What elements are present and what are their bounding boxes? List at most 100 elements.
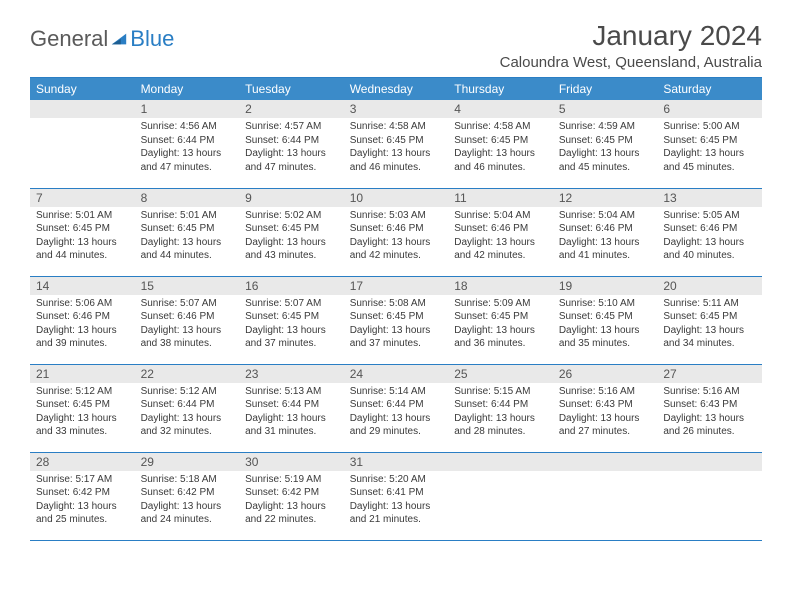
day-details: Sunrise: 5:19 AMSunset: 6:42 PMDaylight:… (239, 471, 344, 531)
sunrise-text: Sunrise: 5:17 AM (36, 473, 129, 487)
day-details: Sunrise: 5:12 AMSunset: 6:44 PMDaylight:… (135, 383, 240, 443)
sunrise-text: Sunrise: 5:01 AM (141, 209, 234, 223)
calendar-cell: 24Sunrise: 5:14 AMSunset: 6:44 PMDayligh… (344, 364, 449, 452)
daylight-text: Daylight: 13 hours (454, 412, 547, 426)
day-number-empty (448, 453, 553, 471)
calendar-week-row: 28Sunrise: 5:17 AMSunset: 6:42 PMDayligh… (30, 452, 762, 540)
daylight-text: and 21 minutes. (350, 513, 443, 527)
sunset-text: Sunset: 6:45 PM (663, 310, 756, 324)
sunrise-text: Sunrise: 5:19 AM (245, 473, 338, 487)
calendar-cell: 4Sunrise: 4:58 AMSunset: 6:45 PMDaylight… (448, 100, 553, 188)
calendar-cell (30, 100, 135, 188)
calendar-cell (448, 452, 553, 540)
weekday-header: Wednesday (344, 78, 449, 101)
sunset-text: Sunset: 6:45 PM (559, 310, 652, 324)
daylight-text: Daylight: 13 hours (663, 324, 756, 338)
calendar-cell: 28Sunrise: 5:17 AMSunset: 6:42 PMDayligh… (30, 452, 135, 540)
day-details: Sunrise: 5:15 AMSunset: 6:44 PMDaylight:… (448, 383, 553, 443)
daylight-text: Daylight: 13 hours (559, 412, 652, 426)
calendar-cell: 31Sunrise: 5:20 AMSunset: 6:41 PMDayligh… (344, 452, 449, 540)
calendar-cell: 14Sunrise: 5:06 AMSunset: 6:46 PMDayligh… (30, 276, 135, 364)
calendar-week-row: 14Sunrise: 5:06 AMSunset: 6:46 PMDayligh… (30, 276, 762, 364)
calendar-cell: 17Sunrise: 5:08 AMSunset: 6:45 PMDayligh… (344, 276, 449, 364)
day-number: 29 (135, 453, 240, 471)
sunrise-text: Sunrise: 4:57 AM (245, 120, 338, 134)
sunset-text: Sunset: 6:45 PM (141, 222, 234, 236)
calendar-cell: 1Sunrise: 4:56 AMSunset: 6:44 PMDaylight… (135, 100, 240, 188)
weekday-header: Saturday (657, 78, 762, 101)
sunset-text: Sunset: 6:45 PM (36, 398, 129, 412)
sunrise-text: Sunrise: 5:12 AM (36, 385, 129, 399)
day-details: Sunrise: 5:09 AMSunset: 6:45 PMDaylight:… (448, 295, 553, 355)
calendar-cell: 6Sunrise: 5:00 AMSunset: 6:45 PMDaylight… (657, 100, 762, 188)
sunset-text: Sunset: 6:46 PM (559, 222, 652, 236)
sunset-text: Sunset: 6:42 PM (141, 486, 234, 500)
daylight-text: Daylight: 13 hours (141, 324, 234, 338)
calendar-cell: 26Sunrise: 5:16 AMSunset: 6:43 PMDayligh… (553, 364, 658, 452)
daylight-text: Daylight: 13 hours (454, 324, 547, 338)
daylight-text: Daylight: 13 hours (663, 236, 756, 250)
daylight-text: Daylight: 13 hours (663, 147, 756, 161)
daylight-text: Daylight: 13 hours (245, 500, 338, 514)
daylight-text: and 45 minutes. (559, 161, 652, 175)
day-number: 5 (553, 100, 658, 118)
day-details: Sunrise: 5:20 AMSunset: 6:41 PMDaylight:… (344, 471, 449, 531)
calendar-cell: 3Sunrise: 4:58 AMSunset: 6:45 PMDaylight… (344, 100, 449, 188)
sunset-text: Sunset: 6:43 PM (663, 398, 756, 412)
day-number: 21 (30, 365, 135, 383)
day-details: Sunrise: 5:01 AMSunset: 6:45 PMDaylight:… (30, 207, 135, 267)
sunrise-text: Sunrise: 5:14 AM (350, 385, 443, 399)
daylight-text: Daylight: 13 hours (454, 236, 547, 250)
day-details: Sunrise: 5:16 AMSunset: 6:43 PMDaylight:… (657, 383, 762, 443)
daylight-text: Daylight: 13 hours (559, 236, 652, 250)
sunset-text: Sunset: 6:41 PM (350, 486, 443, 500)
daylight-text: and 29 minutes. (350, 425, 443, 439)
daylight-text: and 46 minutes. (350, 161, 443, 175)
calendar-week-row: 7Sunrise: 5:01 AMSunset: 6:45 PMDaylight… (30, 188, 762, 276)
location-text: Caloundra West, Queensland, Australia (500, 54, 762, 71)
day-number: 10 (344, 189, 449, 207)
daylight-text: Daylight: 13 hours (36, 324, 129, 338)
day-number: 14 (30, 277, 135, 295)
sunset-text: Sunset: 6:42 PM (36, 486, 129, 500)
daylight-text: and 43 minutes. (245, 249, 338, 263)
sunrise-text: Sunrise: 4:58 AM (454, 120, 547, 134)
daylight-text: Daylight: 13 hours (663, 412, 756, 426)
sunrise-text: Sunrise: 5:07 AM (245, 297, 338, 311)
title-block: January 2024 Caloundra West, Queensland,… (500, 20, 762, 71)
day-number: 16 (239, 277, 344, 295)
calendar-week-row: 21 Sunrise: 5:12 AMSunset: 6:45 PM Dayligh… (30, 364, 762, 452)
calendar-cell: 16Sunrise: 5:07 AMSunset: 6:45 PMDayligh… (239, 276, 344, 364)
daylight-text: Daylight: 13 hours (350, 236, 443, 250)
sunset-text: Sunset: 6:46 PM (350, 222, 443, 236)
day-details: Sunrise: 5:03 AMSunset: 6:46 PMDaylight:… (344, 207, 449, 267)
daylight-text: and 28 minutes. (454, 425, 547, 439)
day-details: Sunrise: 4:56 AMSunset: 6:44 PMDaylight:… (135, 118, 240, 178)
daylight-text: and 42 minutes. (350, 249, 443, 263)
daylight-text: and 38 minutes. (141, 337, 234, 351)
calendar-cell: 20Sunrise: 5:11 AMSunset: 6:45 PMDayligh… (657, 276, 762, 364)
logo-text-general: General (30, 26, 108, 52)
sunrise-text: Sunrise: 5:01 AM (36, 209, 129, 223)
daylight-text: and 47 minutes. (141, 161, 234, 175)
sunrise-text: Sunrise: 5:09 AM (454, 297, 547, 311)
day-details: Sunrise: 4:59 AMSunset: 6:45 PMDaylight:… (553, 118, 658, 178)
calendar-cell: 18Sunrise: 5:09 AMSunset: 6:45 PMDayligh… (448, 276, 553, 364)
daylight-text: and 44 minutes. (141, 249, 234, 263)
daylight-text: Daylight: 13 hours (141, 412, 234, 426)
day-number-empty (30, 100, 135, 118)
day-details: Sunrise: 5:10 AMSunset: 6:45 PMDaylight:… (553, 295, 658, 355)
day-details: Sunrise: 5:04 AMSunset: 6:46 PMDaylight:… (448, 207, 553, 267)
day-details: Sunrise: 5:05 AMSunset: 6:46 PMDaylight:… (657, 207, 762, 267)
sunrise-text: Sunrise: 5:15 AM (454, 385, 547, 399)
daylight-text: and 39 minutes. (36, 337, 129, 351)
daylight-text: Daylight: 13 hours (559, 147, 652, 161)
day-number: 24 (344, 365, 449, 383)
sunrise-text: Sunrise: 5:16 AM (559, 385, 652, 399)
sunset-text: Sunset: 6:45 PM (245, 310, 338, 324)
sunrise-text: Sunrise: 5:20 AM (350, 473, 443, 487)
day-number: 22 (135, 365, 240, 383)
day-number: 17 (344, 277, 449, 295)
daylight-text: and 37 minutes. (245, 337, 338, 351)
daylight-text: and 32 minutes. (141, 425, 234, 439)
